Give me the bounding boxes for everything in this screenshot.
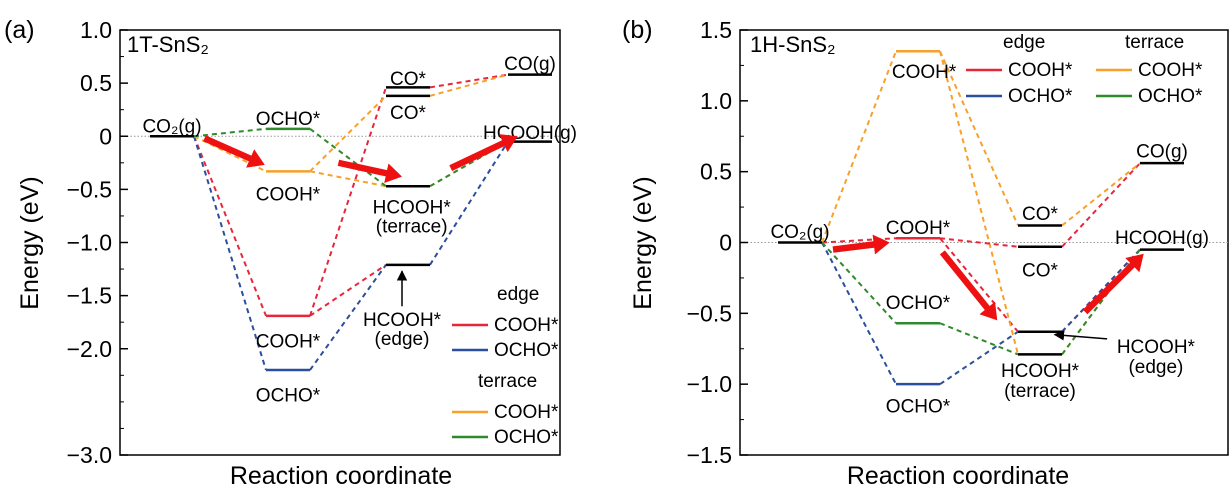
panel-b-pathway-segment (1061, 162, 1141, 227)
panel-b-ytick-label: −0.5 (687, 300, 732, 326)
panel-a-ytick-label: 1.0 (80, 17, 112, 43)
panel-a-series-terrace-ocho-segment (193, 127, 267, 138)
panel-b-series-terrace-cooh-segment (939, 51, 1019, 355)
panel-a: (a) 1T-SnS₂ Energy (eV) Reaction coordin… (4, 16, 577, 490)
panel-a-legend-terrace-cooh: COOH* (494, 402, 559, 423)
panel-b-ytick-label: 1.0 (700, 88, 732, 114)
panel-b-legend-group-terrace: terrace (1125, 32, 1184, 53)
panel-b-series-terrace-cooh-segment (821, 50, 897, 243)
panel-b-state-label: CO* (1022, 204, 1059, 225)
panel-b-legend-terrace-ocho: OCHO* (1138, 86, 1203, 107)
panel-b-state-label: HCOOH* (1001, 361, 1080, 382)
panel-a-direction-arrow (203, 135, 265, 168)
panel-b-ytick-label: 0 (719, 230, 732, 256)
panel-b-direction-arrow (939, 250, 998, 321)
panel-b-state-label: COOH* (892, 62, 957, 83)
panel-a-direction-arrow (449, 134, 518, 171)
panel-b-ytick-label: 1.5 (700, 17, 732, 43)
panel-b-ytick-label: −1.0 (687, 371, 732, 397)
panel-a-state-label: (edge) (375, 329, 430, 350)
panel-a-series-edge-ocho-segment (193, 135, 267, 371)
panel-b-series-edge-cooh-segment (939, 237, 1019, 333)
panel-b-series-terrace-ocho-segment (821, 241, 897, 324)
panel-b-ytick-label: −1.5 (687, 442, 732, 468)
panel-b-direction-arrow (832, 234, 890, 255)
panel-a-ytick-label: 0 (99, 123, 112, 149)
panel-a-ytick-label: −1.0 (67, 230, 112, 256)
panel-a-ytick-label: −2.0 (67, 336, 112, 362)
panel-b-title: 1H-SnS₂ (750, 32, 836, 57)
panel-a-legend: edge COOH* OCHO* terrace COOH* OCHO* (452, 284, 559, 448)
panel-b-legend-terrace-cooh: COOH* (1138, 60, 1203, 81)
panel-a-legend-edge-cooh: COOH* (494, 315, 559, 336)
panel-b-state-label: (edge) (1128, 357, 1183, 378)
panel-b-series-terrace-ocho-segment (939, 322, 1019, 356)
panel-a-ytick-label: 0.5 (80, 70, 112, 96)
panel-a-state-label: (terrace) (376, 217, 448, 238)
panel-a-state-label: HCOOH(g) (483, 123, 577, 144)
panel-b-pointer-arrow (1053, 330, 1108, 341)
panel-a-pathway-segment (309, 87, 387, 317)
panel-b-state-label: (terrace) (1004, 381, 1076, 402)
panel-a-legend-terrace-ocho: OCHO* (494, 427, 559, 448)
panel-b-state-label: COOH* (886, 218, 951, 239)
panel-a-state-label: COOH* (256, 185, 321, 206)
panel-a-pathway-segment (309, 95, 387, 173)
panel-a-xlabel: Reaction coordinate (230, 462, 452, 490)
panel-a-ytick-label: −1.5 (67, 283, 112, 309)
panel-b-direction-arrow (1082, 253, 1144, 315)
panel-b-legend: edge COOH* OCHO* terrace COOH* OCHO* (966, 32, 1203, 107)
panel-a-label: (a) (4, 16, 35, 44)
panel-b-legend-group-edge: edge (1003, 32, 1045, 53)
panel-b-state-label: CO(g) (1136, 141, 1188, 162)
panel-b: (b) 1H-SnS₂ Energy (eV) Reaction coordin… (622, 16, 1229, 490)
panel-b-state-label: CO₂(g) (770, 222, 829, 243)
panel-b-pathway-segment (939, 50, 1019, 226)
panel-b-series-edge-ocho-segment (1061, 248, 1141, 333)
panel-a-state-label: HCOOH* (363, 310, 442, 331)
panel-a-series-edge-cooh-segment (309, 263, 387, 317)
panel-a-state-label: CO* (390, 69, 427, 90)
panel-a-legend-group-edge: edge (497, 284, 539, 305)
panel-b-state-label: HCOOH* (1117, 337, 1196, 358)
panel-a-series-edge-ocho-segment (429, 141, 509, 266)
panel-a-series-terrace-ocho-segment (309, 128, 387, 187)
panel-a-state-label: CO(g) (504, 54, 556, 75)
panel-a-series-terrace-cooh-segment (309, 170, 387, 188)
panel-a-pathway-segment (429, 73, 509, 89)
panel-a-ytick-label: −3.0 (67, 442, 112, 468)
panel-a-legend-group-terrace: terrace (478, 371, 537, 392)
panel-b-legend-edge-ocho: OCHO* (1008, 86, 1073, 107)
panel-b-state-label: OCHO* (886, 396, 951, 417)
panel-a-series-edge-ocho-segment (309, 264, 387, 371)
panel-a-state-label: CO₂(g) (142, 117, 201, 138)
panel-a-direction-arrow (337, 159, 402, 183)
panel-a-state-label: HCOOH* (373, 197, 452, 218)
panel-b-series-edge-cooh-segment (821, 237, 897, 244)
panel-b-state-label: OCHO* (886, 293, 951, 314)
panel-b-state-label: CO* (1022, 260, 1059, 281)
panel-a-title: 1T-SnS₂ (127, 32, 209, 57)
panel-b-xlabel: Reaction coordinate (847, 462, 1069, 490)
panel-a-state-label: OCHO* (256, 109, 321, 130)
panel-a-ylabel: Energy (eV) (16, 176, 44, 309)
panel-b-ylabel: Energy (eV) (629, 176, 657, 309)
panel-b-label: (b) (622, 16, 653, 44)
panel-b-state-label: HCOOH(g) (1115, 228, 1209, 249)
panel-b-pathway-segment (1061, 162, 1141, 248)
panel-b-legend-edge-cooh: COOH* (1008, 60, 1073, 81)
panel-a-pathway-segment (429, 73, 509, 97)
panel-b-pathway-segment (939, 237, 1019, 248)
panel-a-legend-edge-ocho: OCHO* (494, 340, 559, 361)
panel-a-state-label: OCHO* (256, 385, 321, 406)
panel-a-state-label: CO* (390, 103, 427, 124)
panel-b-ytick-label: 0.5 (700, 159, 732, 185)
panel-a-state-label: COOH* (256, 331, 321, 352)
panel-b-series-edge-ocho-segment (939, 330, 1019, 385)
panel-a-ytick-label: −0.5 (67, 176, 112, 202)
